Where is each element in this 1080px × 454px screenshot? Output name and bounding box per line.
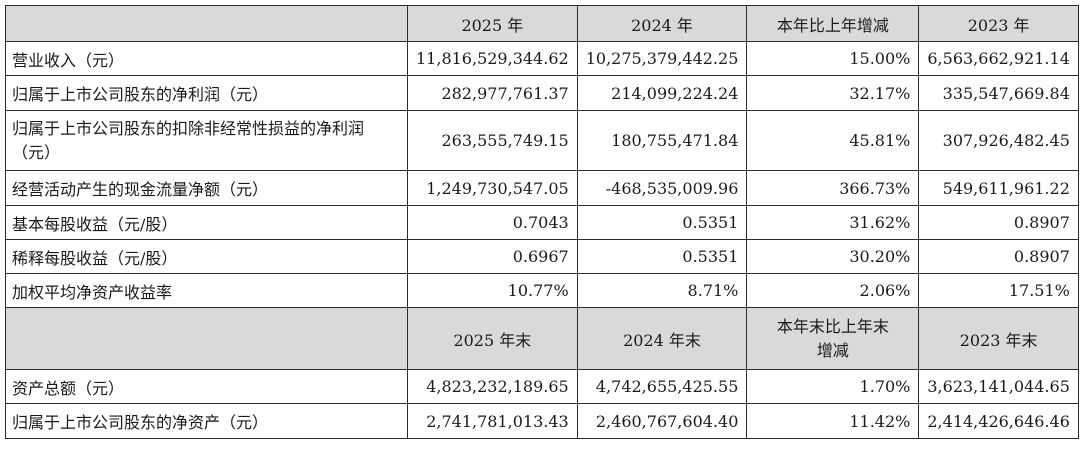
value-2024: 8.71% — [576, 273, 748, 308]
value-2023: 6,563,662,921.14 — [918, 41, 1079, 76]
value-change: 30.20% — [746, 239, 920, 274]
value-2024: 2,460,767,604.40 — [576, 403, 748, 439]
table-row: 资产总额（元） 4,823,232,189.65 4,742,655,425.5… — [5, 369, 1079, 404]
header-cell-change-end: 本年末比上年末增减 — [746, 307, 920, 370]
value-change: 11.42% — [746, 403, 920, 439]
value-change: 32.17% — [746, 75, 920, 111]
table-row: 加权平均净资产收益率 10.77% 8.71% 2.06% 17.51% — [5, 273, 1079, 308]
value-2025: 10.77% — [407, 273, 578, 308]
header-cell-blank — [5, 5, 408, 42]
value-2023: 0.8907 — [918, 239, 1079, 274]
value-2023: 307,926,482.45 — [918, 110, 1079, 171]
table-row: 归属于上市公司股东的扣除非经常性损益的净利润（元） 263,555,749.15… — [5, 110, 1079, 171]
value-2024: 10,275,379,442.25 — [576, 41, 748, 76]
table-row: 基本每股收益（元/股） 0.7043 0.5351 31.62% 0.8907 — [5, 205, 1079, 240]
value-2024: -468,535,009.96 — [576, 170, 748, 206]
value-2023: 2,414,426,646.46 — [918, 403, 1079, 439]
value-2025: 282,977,761.37 — [407, 75, 578, 111]
row-label-net-profit: 归属于上市公司股东的净利润（元） — [5, 75, 408, 111]
value-2024: 0.5351 — [576, 205, 748, 240]
row-label-net-assets: 归属于上市公司股东的净资产（元） — [5, 403, 408, 439]
header-cell-2023-end: 2023 年末 — [918, 307, 1079, 370]
header-cell-2023: 2023 年 — [918, 5, 1079, 42]
row-label-diluted-eps: 稀释每股收益（元/股） — [5, 239, 408, 274]
value-2023: 17.51% — [918, 273, 1079, 308]
table-row: 营业收入（元） 11,816,529,344.62 10,275,379,442… — [5, 41, 1079, 76]
header-cell-2024-end: 2024 年末 — [576, 307, 748, 370]
header-cell-blank — [5, 307, 408, 370]
table-row: 经营活动产生的现金流量净额（元） 1,249,730,547.05 -468,5… — [5, 170, 1079, 206]
value-change: 1.70% — [746, 369, 920, 404]
value-2024: 0.5351 — [576, 239, 748, 274]
header-row-annual: 2025 年 2024 年 本年比上年增减 2023 年 — [5, 5, 1079, 42]
financial-summary-table: 2025 年 2024 年 本年比上年增减 2023 年 营业收入（元） 11,… — [5, 5, 1079, 439]
row-label-basic-eps: 基本每股收益（元/股） — [5, 205, 408, 240]
value-2025: 0.6967 — [407, 239, 578, 274]
header-cell-2024: 2024 年 — [576, 5, 748, 42]
value-2025: 4,823,232,189.65 — [407, 369, 578, 404]
table-row: 归属于上市公司股东的净利润（元） 282,977,761.37 214,099,… — [5, 75, 1079, 111]
value-2023: 0.8907 — [918, 205, 1079, 240]
value-change: 45.81% — [746, 110, 920, 171]
table-row: 归属于上市公司股东的净资产（元） 2,741,781,013.43 2,460,… — [5, 403, 1079, 439]
row-label-total-assets: 资产总额（元） — [5, 369, 408, 404]
value-2025: 0.7043 — [407, 205, 578, 240]
row-label-revenue: 营业收入（元） — [5, 41, 408, 76]
value-change: 2.06% — [746, 273, 920, 308]
value-2023: 3,623,141,044.65 — [918, 369, 1079, 404]
header-cell-change: 本年比上年增减 — [746, 5, 920, 42]
header-row-year-end: 2025 年末 2024 年末 本年末比上年末增减 2023 年末 — [5, 307, 1079, 370]
header-cell-2025: 2025 年 — [407, 5, 578, 42]
value-2025: 11,816,529,344.62 — [407, 41, 578, 76]
value-change: 15.00% — [746, 41, 920, 76]
value-change: 366.73% — [746, 170, 920, 206]
value-2024: 214,099,224.24 — [576, 75, 748, 111]
row-label-net-profit-excl-nonrecurring: 归属于上市公司股东的扣除非经常性损益的净利润（元） — [5, 110, 408, 171]
row-label-weighted-roe: 加权平均净资产收益率 — [5, 273, 408, 308]
value-2024: 180,755,471.84 — [576, 110, 748, 171]
value-2023: 335,547,669.84 — [918, 75, 1079, 111]
value-2024: 4,742,655,425.55 — [576, 369, 748, 404]
value-change: 31.62% — [746, 205, 920, 240]
header-cell-2025-end: 2025 年末 — [407, 307, 578, 370]
table-row: 稀释每股收益（元/股） 0.6967 0.5351 30.20% 0.8907 — [5, 239, 1079, 274]
value-2025: 263,555,749.15 — [407, 110, 578, 171]
value-2023: 549,611,961.22 — [918, 170, 1079, 206]
value-2025: 2,741,781,013.43 — [407, 403, 578, 439]
value-2025: 1,249,730,547.05 — [407, 170, 578, 206]
row-label-operating-cash-flow: 经营活动产生的现金流量净额（元） — [5, 170, 408, 206]
